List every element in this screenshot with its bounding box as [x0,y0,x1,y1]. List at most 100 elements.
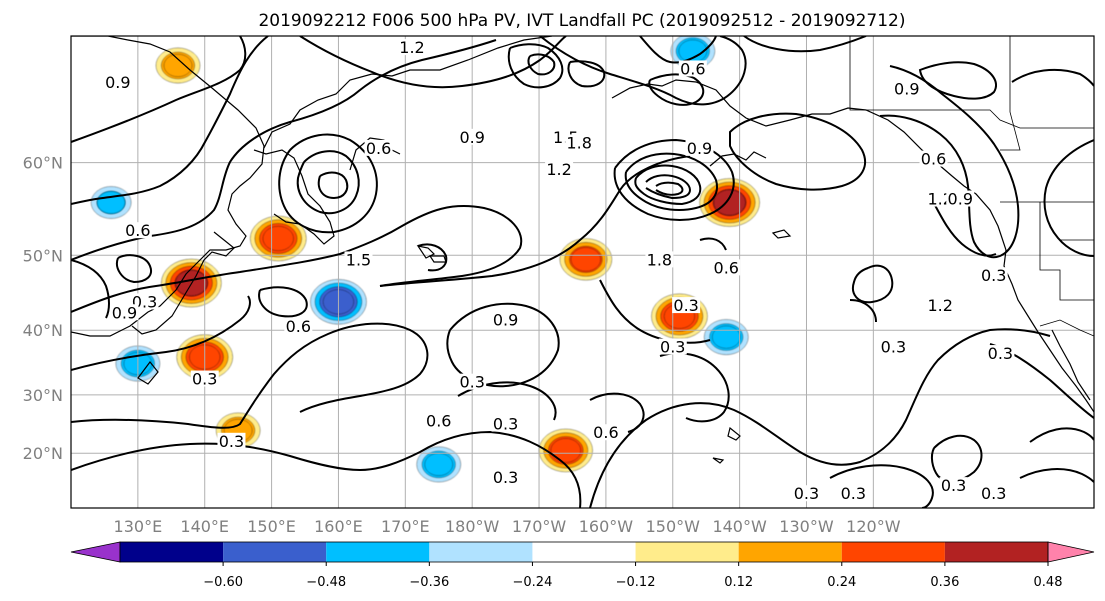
contour-label: 0.3 [192,370,217,389]
contour-label: 0.9 [687,139,712,158]
colorbar-tick-label: −0.36 [409,575,449,590]
contour-label-bg [678,60,707,77]
contour-label-bg [398,39,426,56]
contour-label: 1.2 [927,296,952,315]
colorbar-segment [635,542,739,562]
colorbar-extend-low [70,541,121,563]
contour-label-bg [946,190,975,207]
contour-label-bg [458,128,487,145]
contour-label-bg [658,338,687,355]
pv-anomaly-shade [712,325,741,349]
contour-label: 0.3 [941,476,966,495]
contour-label-bg [839,485,868,502]
colorbar-segment [944,542,1048,562]
colorbar-ticks: −0.60 −0.48 −0.36 −0.24 −0.12 0.12 0.24 0.36 0.4… [203,562,1063,590]
colorbar-segment [326,542,430,562]
contour-label-bg [344,251,373,268]
contour-label: 0.9 [105,73,130,92]
contour-label-bg [792,485,821,502]
contour-label: 1.2 [399,38,424,57]
x-tick-label: 180°W [445,517,500,536]
contour-label: 0.6 [286,317,311,336]
contour-label-bg [491,468,520,485]
colorbar-frame [119,541,1049,563]
contour-label-bg [217,432,246,449]
colorbar-tick-label: 0.12 [724,575,753,590]
x-tick-label: 170°E [381,517,430,536]
colorbar-segment [429,542,533,562]
y-tick-label: 30°N [23,386,63,405]
colorbar-tick-label: −0.24 [513,575,553,590]
map-area: 0.9 0.6 0.3 0.9 1.2 0.6 1.5 0.9 1.2 1.8 0.6 0.9 0.6 0… [71,36,1094,508]
contour-label-bg [892,80,921,97]
contour-label: 0.3 [219,432,244,451]
colorbar-tick-label: −0.60 [203,575,243,590]
contour-label: 0.3 [459,373,484,392]
contour-label: 0.9 [894,80,919,99]
contour-label-bg [939,477,968,494]
contour-label-bg [591,424,620,441]
contour-label-bg [986,345,1015,362]
contour-label: 0.3 [493,468,518,487]
colorbar [70,541,1095,563]
y-tick-label: 40°N [23,321,63,340]
x-tick-label: 150°E [247,517,296,536]
contour-label: 1.5 [346,250,371,269]
contour-label: 0.3 [841,484,866,503]
x-tick-label: 130°W [779,517,834,536]
y-tick-label: 20°N [23,444,63,463]
pv-anomaly-shade [550,438,581,463]
x-tick-label: 130°E [114,517,163,536]
contour-label-bg [645,251,674,268]
contour-label-bg [491,415,520,432]
x-tick-label: 140°E [180,517,229,536]
contour-label: 0.3 [794,484,819,503]
contour-label-bg [364,139,393,156]
contour-label-bg [545,161,574,178]
x-tick-label: 160°E [314,517,363,536]
contour-label: 0.6 [426,412,451,431]
contour-label-bg [110,304,139,321]
contour-label: 0.3 [981,484,1006,503]
contour-label-bg [672,297,701,314]
colorbar-segment [223,542,327,562]
contour-label: 0.6 [593,423,618,442]
contour-label: 0.3 [981,266,1006,285]
pv-anomaly-shade [262,226,294,251]
colorbar-tick-label: −0.48 [306,575,346,590]
y-axis-ticks: 20°N 30°N 40°N 50°N 60°N [23,154,63,464]
contour-label-bg [979,267,1008,284]
contour-label-bg [712,259,741,276]
contour-label: 0.9 [948,190,973,209]
contour-label: 0.6 [714,258,739,277]
contour-label: 0.6 [366,139,391,158]
y-tick-label: 50°N [23,246,63,265]
political-borders [849,36,1094,337]
pv-anomaly-shade [424,453,453,476]
contour-label: 0.9 [493,310,518,329]
contour-label-bg [123,222,152,239]
contour-label-bg [458,373,487,390]
contour-label: 0.6 [921,150,946,169]
contour-label-bg [491,311,520,328]
colorbar-tick-label: 0.48 [1034,575,1063,590]
colorbar-segment [120,542,224,562]
contour-label: 1.8 [566,133,591,152]
colorbar-tick-label: 0.36 [930,575,959,590]
contour-label-bg [685,139,714,156]
contour-label: 0.3 [988,344,1013,363]
contour-label-bg [565,134,594,151]
y-tick-label: 60°N [23,154,63,173]
contour-label: 0.3 [673,296,698,315]
contour-label: 1.8 [647,250,672,269]
pv-anomaly-shade [570,247,601,272]
colorbar-segment [738,542,842,562]
x-tick-label: 170°W [512,517,567,536]
contour-labels: 0.9 0.6 0.3 0.9 1.2 0.6 1.5 0.9 1.2 1.8 0.6 0.9 0.6 0… [103,38,1015,503]
contour-label: 0.6 [680,59,705,78]
colorbar-tick-label: −0.12 [616,575,656,590]
x-tick-label: 160°W [579,517,634,536]
pv-anomaly-shade [713,189,746,216]
contour-label-bg [424,412,453,429]
